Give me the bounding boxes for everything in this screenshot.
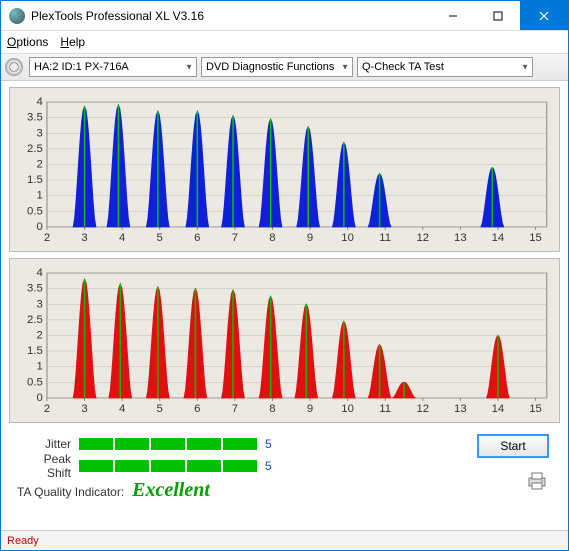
svg-text:5: 5 — [157, 403, 163, 415]
svg-text:4: 4 — [119, 403, 125, 415]
jitter-label: Jitter — [17, 437, 79, 451]
svg-text:10: 10 — [341, 232, 354, 244]
svg-text:11: 11 — [379, 232, 391, 244]
svg-text:13: 13 — [454, 232, 467, 244]
drive-select-value: HA:2 ID:1 PX-716A — [34, 61, 129, 73]
svg-text:4: 4 — [37, 267, 43, 279]
svg-text:9: 9 — [307, 232, 313, 244]
svg-text:8: 8 — [269, 403, 275, 415]
jitter-value: 5 — [265, 437, 272, 451]
chart-top: 0 0.5 1 1.5 2 2.5 3 3.5 4 2 3 4 5 6 7 8 9 10 11 12 13 14 15 — [9, 87, 560, 252]
svg-text:4: 4 — [37, 96, 43, 108]
svg-text:14: 14 — [492, 232, 505, 244]
statusbar: Ready — [1, 530, 568, 550]
chevron-down-icon: ▼ — [185, 63, 193, 72]
svg-text:2: 2 — [44, 232, 50, 244]
svg-text:3: 3 — [81, 403, 87, 415]
svg-text:10: 10 — [341, 403, 354, 415]
svg-text:0: 0 — [37, 392, 43, 404]
quality-value: Excellent — [132, 479, 210, 502]
svg-text:11: 11 — [379, 403, 391, 415]
svg-text:0.5: 0.5 — [27, 205, 43, 217]
maximize-button[interactable] — [475, 1, 520, 30]
minimize-button[interactable] — [430, 1, 475, 30]
test-select-value: Q-Check TA Test — [362, 61, 444, 73]
start-button[interactable]: Start — [478, 435, 548, 457]
svg-text:7: 7 — [232, 403, 238, 415]
svg-text:3: 3 — [81, 232, 87, 244]
svg-text:1: 1 — [37, 190, 43, 202]
svg-text:0.5: 0.5 — [27, 376, 43, 388]
svg-text:1.5: 1.5 — [27, 174, 43, 186]
titlebar: PlexTools Professional XL V3.16 — [1, 1, 568, 31]
peakshift-bars — [79, 460, 257, 472]
menubar: Options Help — [1, 31, 568, 53]
svg-text:4: 4 — [119, 232, 125, 244]
chevron-down-icon: ▼ — [521, 63, 529, 72]
svg-text:15: 15 — [529, 232, 542, 244]
svg-text:2: 2 — [37, 159, 43, 171]
menu-options[interactable]: Options — [7, 35, 48, 49]
peakshift-label: Peak Shift — [17, 452, 79, 480]
quality-row: TA Quality Indicator: Excellent — [17, 479, 317, 502]
svg-text:6: 6 — [194, 403, 200, 415]
status-text: Ready — [7, 535, 39, 547]
svg-text:2: 2 — [44, 403, 50, 415]
svg-text:13: 13 — [454, 403, 467, 415]
function-select-value: DVD Diagnostic Functions — [206, 61, 334, 73]
menu-help[interactable]: Help — [60, 35, 85, 49]
svg-text:14: 14 — [492, 403, 505, 415]
svg-text:2.5: 2.5 — [27, 314, 43, 326]
svg-text:5: 5 — [157, 232, 163, 244]
svg-text:15: 15 — [529, 403, 542, 415]
svg-text:2.5: 2.5 — [27, 143, 43, 155]
svg-text:2: 2 — [37, 330, 43, 342]
svg-text:1.5: 1.5 — [27, 345, 43, 357]
jitter-bars — [79, 438, 257, 450]
chevron-down-icon: ▼ — [341, 63, 349, 72]
test-select[interactable]: Q-Check TA Test ▼ — [357, 57, 533, 77]
svg-text:1: 1 — [37, 361, 43, 373]
svg-text:3.5: 3.5 — [27, 283, 43, 295]
svg-text:8: 8 — [269, 232, 275, 244]
svg-text:7: 7 — [232, 232, 238, 244]
window-title: PlexTools Professional XL V3.16 — [31, 9, 430, 23]
svg-text:3: 3 — [37, 298, 43, 310]
svg-text:3.5: 3.5 — [27, 112, 43, 124]
drive-select[interactable]: HA:2 ID:1 PX-716A ▼ — [29, 57, 197, 77]
peakshift-value: 5 — [265, 459, 272, 473]
disc-icon — [5, 58, 23, 76]
svg-text:9: 9 — [307, 403, 313, 415]
svg-text:0: 0 — [37, 221, 43, 233]
svg-text:12: 12 — [416, 232, 429, 244]
print-icon[interactable] — [526, 471, 548, 491]
quality-label: TA Quality Indicator: — [17, 485, 124, 499]
chart-bottom: 0 0.5 1 1.5 2 2.5 3 3.5 4 2 3 4 5 6 7 8 9 10 11 12 13 14 15 — [9, 258, 560, 423]
svg-text:6: 6 — [194, 232, 200, 244]
close-button[interactable] — [520, 1, 568, 30]
app-icon — [9, 8, 25, 24]
svg-text:3: 3 — [37, 127, 43, 139]
function-select[interactable]: DVD Diagnostic Functions ▼ — [201, 57, 353, 77]
peakshift-row: Peak Shift 5 — [17, 455, 317, 477]
toolbar: HA:2 ID:1 PX-716A ▼ DVD Diagnostic Funct… — [1, 53, 568, 81]
svg-text:12: 12 — [416, 403, 429, 415]
